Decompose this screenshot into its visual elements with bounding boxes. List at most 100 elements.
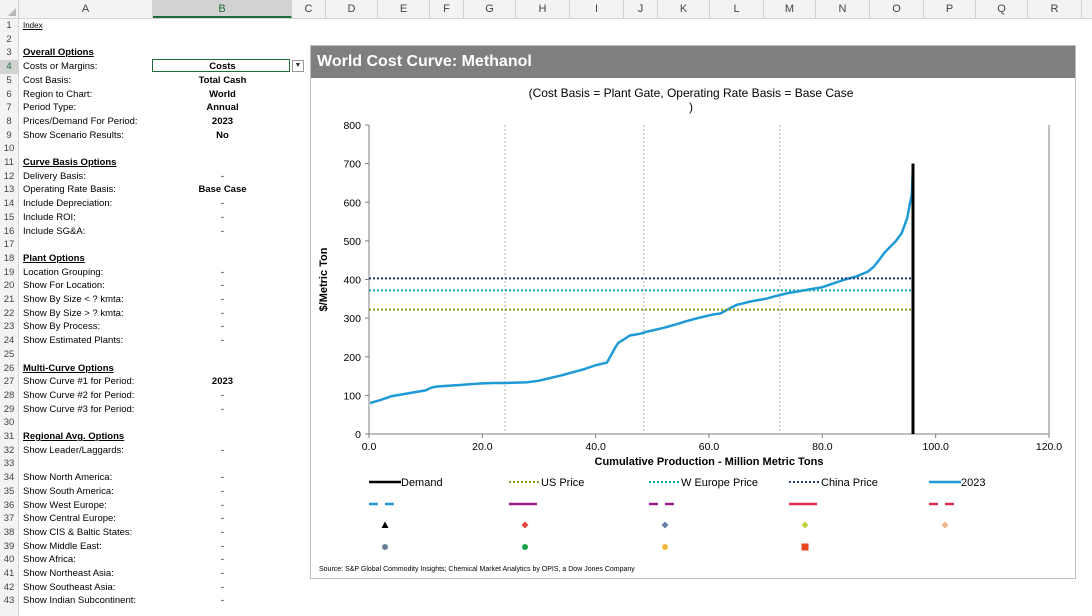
option-value[interactable]: -	[220, 266, 225, 278]
row-header-11[interactable]: 11	[4, 157, 14, 168]
option-value[interactable]: -	[220, 198, 225, 210]
option-value[interactable]: -	[220, 485, 225, 497]
row-header-31[interactable]: 31	[3, 431, 15, 442]
row-header-22[interactable]: 22	[3, 307, 15, 319]
row-header-5[interactable]: 5	[6, 74, 12, 86]
option-value[interactable]: -	[220, 595, 225, 607]
row-header-18[interactable]: 18	[3, 252, 15, 264]
row-header-17[interactable]: 17	[3, 239, 15, 251]
row-header-10[interactable]: 10	[3, 143, 15, 155]
row-header-33[interactable]: 33	[3, 458, 15, 470]
option-value[interactable]: -	[220, 280, 225, 292]
option-value[interactable]: -	[220, 335, 225, 347]
option-value[interactable]: -	[220, 403, 225, 415]
option-value[interactable]: -	[220, 554, 225, 566]
column-header-l[interactable]: L	[710, 0, 764, 18]
row-header-9[interactable]: 9	[6, 129, 12, 141]
row-header-32[interactable]: 32	[3, 444, 15, 456]
column-header-b[interactable]: B	[153, 0, 292, 18]
row-header-34[interactable]: 34	[3, 472, 15, 484]
option-value[interactable]: -	[220, 540, 225, 552]
option-value[interactable]: -	[220, 581, 225, 593]
option-value[interactable]: No	[216, 129, 229, 141]
option-value[interactable]: -	[220, 444, 225, 456]
row-header-13[interactable]: 13	[3, 184, 15, 196]
option-value[interactable]: 2023	[211, 115, 234, 127]
column-header-i[interactable]: I	[570, 0, 624, 18]
column-header-j[interactable]: J	[624, 0, 658, 18]
option-value[interactable]: Annual	[206, 102, 239, 114]
column-header-g[interactable]: G	[464, 0, 516, 18]
column-header-n[interactable]: N	[816, 0, 870, 18]
option-value[interactable]: -	[220, 294, 225, 305]
row-header-23[interactable]: 23	[3, 321, 15, 333]
column-header-k[interactable]: K	[658, 0, 710, 18]
row-header-7[interactable]: 7	[6, 102, 12, 114]
row-header-24[interactable]: 24	[3, 335, 15, 347]
row-header-36[interactable]: 36	[3, 499, 15, 511]
column-header-h[interactable]: H	[516, 0, 570, 18]
option-value[interactable]: -	[220, 211, 225, 223]
row-header-6[interactable]: 6	[6, 88, 12, 100]
option-value[interactable]: -	[220, 526, 225, 538]
column-header-m[interactable]: M	[764, 0, 816, 18]
index-link[interactable]: Index	[23, 21, 43, 30]
column-header-e[interactable]: E	[378, 0, 430, 18]
row-header-20[interactable]: 20	[3, 280, 15, 292]
option-label: Show Africa:	[23, 554, 76, 566]
row-header-14[interactable]: 14	[3, 198, 15, 210]
column-header-q[interactable]: Q	[976, 0, 1028, 18]
row-header-16[interactable]: 16	[3, 225, 15, 237]
option-value[interactable]: -	[220, 225, 225, 237]
option-value[interactable]: -	[220, 389, 225, 401]
active-cell-costs-or-margins[interactable]	[152, 59, 290, 72]
row-header-21[interactable]: 21	[3, 294, 15, 305]
row-header-19[interactable]: 19	[3, 266, 15, 278]
column-header-o[interactable]: O	[870, 0, 924, 18]
option-value[interactable]: World	[209, 88, 236, 100]
row-header-37[interactable]: 37	[3, 513, 15, 525]
option-value[interactable]: -	[220, 307, 225, 319]
option-value[interactable]: -	[220, 568, 225, 579]
option-value[interactable]: -	[220, 321, 225, 333]
option-label: Show Scenario Results:	[23, 129, 124, 141]
row-header-28[interactable]: 28	[3, 389, 15, 401]
chart-container[interactable]: World Cost Curve: Methanol (Cost Basis =…	[310, 45, 1076, 579]
dropdown-arrow-button[interactable]: ▼	[292, 60, 304, 72]
row-header-40[interactable]: 40	[3, 554, 15, 566]
row-header-42[interactable]: 42	[3, 581, 15, 593]
row-header-4[interactable]: 4	[0, 60, 18, 74]
option-value[interactable]: Costs	[209, 61, 236, 73]
column-header-a[interactable]: A	[19, 0, 153, 18]
row-header-30[interactable]: 30	[3, 417, 15, 429]
row-header-1[interactable]: 1	[6, 20, 12, 31]
column-header-p[interactable]: P	[924, 0, 976, 18]
option-value[interactable]: -	[220, 499, 225, 511]
row-header-2[interactable]: 2	[6, 33, 12, 45]
column-header-d[interactable]: D	[326, 0, 378, 18]
row-header-27[interactable]: 27	[3, 376, 15, 388]
row-header-25[interactable]: 25	[3, 348, 15, 360]
column-header-f[interactable]: F	[430, 0, 464, 18]
option-value[interactable]: Total Cash	[198, 74, 247, 86]
column-header-c[interactable]: C	[292, 0, 326, 18]
option-value[interactable]: 2023	[211, 376, 234, 388]
row-header-43[interactable]: 43	[3, 595, 15, 607]
row-header-8[interactable]: 8	[6, 115, 12, 127]
row-header-35[interactable]: 35	[3, 485, 15, 497]
column-header-r[interactable]: R	[1028, 0, 1082, 18]
row-header-15[interactable]: 15	[3, 211, 15, 223]
option-value[interactable]: -	[220, 170, 225, 182]
x-tick-label: 80.0	[812, 441, 833, 453]
row-header-41[interactable]: 41	[3, 568, 15, 579]
row-header-26[interactable]: 26	[3, 362, 15, 374]
row-header-3[interactable]: 3	[6, 47, 12, 59]
option-value[interactable]: -	[220, 513, 225, 525]
option-value[interactable]: -	[220, 472, 225, 484]
row-header-39[interactable]: 39	[3, 540, 15, 552]
select-all-button[interactable]	[0, 0, 19, 18]
option-value[interactable]: Base Case	[198, 184, 247, 196]
row-header-12[interactable]: 12	[3, 170, 15, 182]
row-header-29[interactable]: 29	[3, 403, 15, 415]
row-header-38[interactable]: 38	[3, 526, 15, 538]
